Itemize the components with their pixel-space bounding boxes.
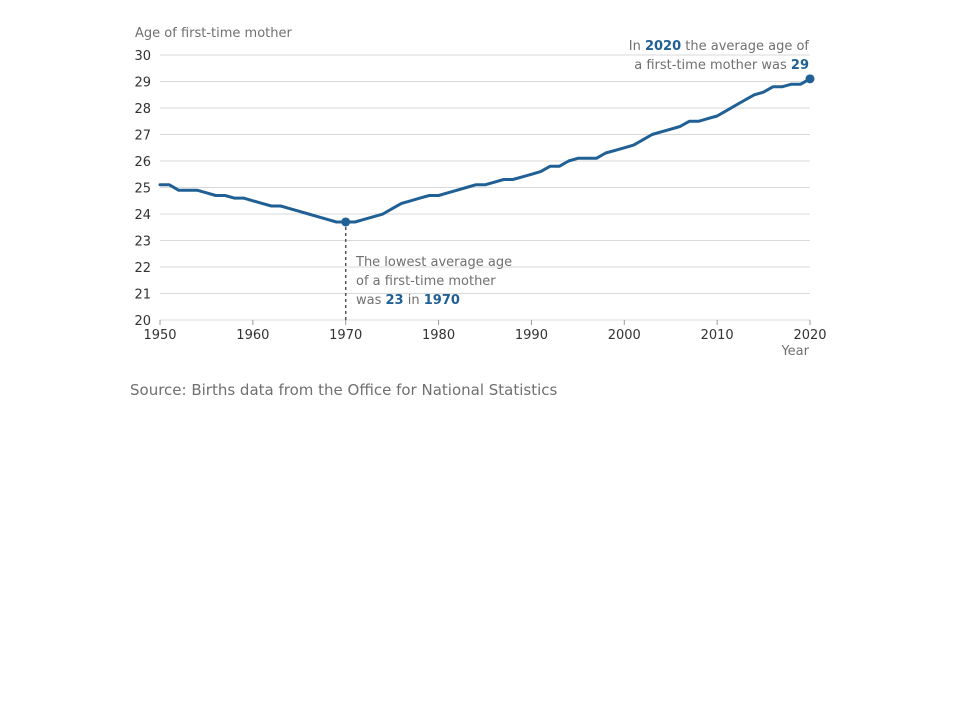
y-tick-label: 21 — [134, 288, 151, 303]
x-tick-label: 2020 — [793, 328, 826, 343]
y-tick-label: 29 — [134, 76, 151, 91]
y-tick-label: 30 — [134, 49, 151, 64]
annotation-latest: In 2020 the average age of a first-time … — [629, 39, 810, 73]
x-tick-label: 2000 — [608, 328, 641, 343]
x-tick-label: 1980 — [422, 328, 455, 343]
y-tick-label: 27 — [134, 129, 151, 144]
x-axis-ticks: 1950 1960 1970 1980 1990 2000 2010 2020 — [143, 320, 827, 343]
y-tick-label: 22 — [134, 261, 151, 276]
annotation-lowest: The lowest average age of a first-time m… — [355, 255, 512, 308]
x-axis-title: Year — [780, 344, 809, 359]
x-tick-label: 1990 — [515, 328, 548, 343]
y-tick-label: 23 — [134, 235, 151, 250]
x-tick-label: 2010 — [701, 328, 734, 343]
marker-lowest-1970 — [341, 217, 351, 227]
svg-text:of a first-time mother: of a first-time mother — [356, 274, 496, 289]
source-note: Source: Births data from the Office for … — [130, 381, 558, 399]
svg-text:was 23 in 1970: was 23 in 1970 — [356, 293, 460, 308]
y-axis-ticks: 20 21 22 23 24 25 26 27 28 29 30 — [134, 49, 151, 329]
svg-text:The lowest average age: The lowest average age — [355, 255, 512, 270]
x-tick-label: 1970 — [329, 328, 362, 343]
svg-text:a first-time mother was 29: a first-time mother was 29 — [634, 58, 809, 73]
marker-latest-2020 — [805, 74, 815, 84]
y-axis-title: Age of first-time mother — [135, 26, 292, 41]
x-tick-label: 1960 — [236, 328, 269, 343]
y-tick-label: 28 — [134, 102, 151, 117]
y-tick-label: 25 — [134, 182, 151, 197]
gridlines — [160, 54, 810, 321]
x-tick-label: 1950 — [143, 328, 176, 343]
series-line-average-age — [158, 77, 812, 224]
y-tick-label: 24 — [134, 208, 151, 223]
y-tick-label: 20 — [134, 314, 151, 329]
y-tick-label: 26 — [134, 155, 151, 170]
svg-text:In 2020 the average age of: In 2020 the average age of — [629, 39, 810, 54]
